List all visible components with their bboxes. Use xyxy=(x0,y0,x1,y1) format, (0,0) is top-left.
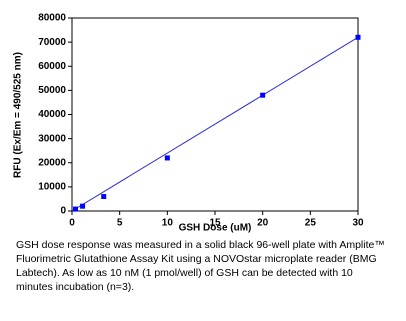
x-tick-label: 30 xyxy=(352,218,364,229)
x-tick-label: 10 xyxy=(162,218,174,229)
data-point xyxy=(260,92,266,98)
x-axis-label: GSH Dose (uM) xyxy=(179,223,252,234)
y-tick-label: 50000 xyxy=(38,85,66,96)
caption-line: Labtech). As low as 10 nM (1 pmol/well) … xyxy=(16,267,353,279)
data-point xyxy=(355,34,361,40)
data-point xyxy=(101,194,107,200)
data-point xyxy=(80,203,86,209)
caption-line: Fluorimetric Glutathione Assay Kit using… xyxy=(16,253,377,265)
x-tick-label: 20 xyxy=(257,218,269,229)
data-point xyxy=(73,206,79,212)
fit-line xyxy=(71,36,359,212)
caption-line: GSH dose response was measured in a soli… xyxy=(16,239,385,251)
data-point xyxy=(164,155,170,161)
y-tick-label: 70000 xyxy=(38,37,66,48)
caption-line: minutes incubation (n=3). xyxy=(16,281,135,293)
y-tick-label: 10000 xyxy=(38,182,66,193)
chart: GSH Dose (uM) RFU (Ex/Em = 490/525 nm) 0… xyxy=(13,13,364,234)
y-tick-label: 0 xyxy=(60,206,66,217)
x-tick-label: 25 xyxy=(305,218,317,229)
plot-frame xyxy=(71,17,359,212)
y-tick-label: 80000 xyxy=(38,13,66,24)
y-tick-label: 20000 xyxy=(38,157,66,168)
y-tick-label: 30000 xyxy=(38,133,66,144)
y-tick-label: 60000 xyxy=(38,61,66,72)
x-tick-label: 15 xyxy=(209,218,221,229)
caption: GSH dose response was measured in a soli… xyxy=(16,238,401,294)
x-tick-label: 5 xyxy=(117,218,123,229)
y-axis-label: RFU (Ex/Em = 490/525 nm) xyxy=(13,52,24,178)
y-tick-label: 40000 xyxy=(38,109,66,120)
x-tick-label: 0 xyxy=(69,218,75,229)
